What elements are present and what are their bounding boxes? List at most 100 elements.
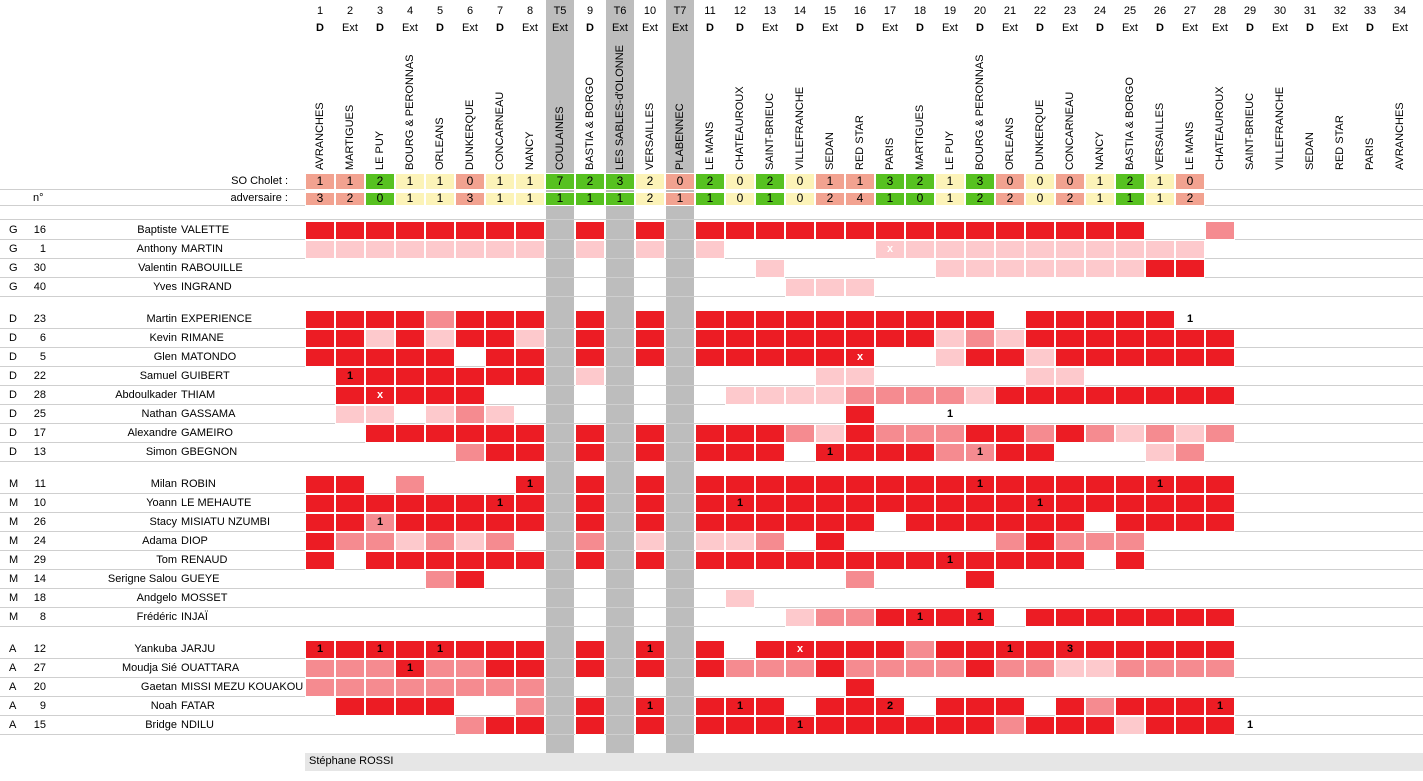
player-cell xyxy=(845,329,875,348)
player-cell xyxy=(695,659,725,678)
column-number: 12 xyxy=(733,5,747,17)
player-cell xyxy=(815,659,845,678)
score-so: 2 xyxy=(766,174,774,188)
column-opponent: PARIS xyxy=(1364,137,1376,170)
player-cell xyxy=(725,659,755,678)
player-cell xyxy=(755,697,785,716)
player-cell xyxy=(425,494,455,513)
player-cell xyxy=(815,443,845,462)
player-cell xyxy=(995,424,1025,443)
player-cell xyxy=(995,259,1025,278)
result-cell-so xyxy=(785,173,815,190)
player-cell xyxy=(515,640,545,659)
player-cell xyxy=(395,367,425,386)
column-opponent: MARTIGUES xyxy=(344,104,356,170)
player-cell xyxy=(485,424,515,443)
player-firstname: Valentin xyxy=(138,262,177,274)
player-cell xyxy=(395,240,425,259)
player-cell xyxy=(725,697,755,716)
score-so: 2 xyxy=(1126,174,1134,188)
player-cell xyxy=(695,221,725,240)
column-number: 10 xyxy=(643,5,657,17)
player-lastname: OUATTARA xyxy=(181,662,240,674)
player-cell xyxy=(1085,240,1115,259)
column-opponent: RED STAR xyxy=(1334,115,1346,170)
player-cell xyxy=(1175,259,1205,278)
player-cell xyxy=(485,551,515,570)
player-number: 16 xyxy=(33,224,46,236)
player-cell xyxy=(695,240,725,259)
player-cell xyxy=(935,424,965,443)
player-cell xyxy=(335,240,365,259)
column-number: 22 xyxy=(1033,5,1047,17)
player-cell xyxy=(365,348,395,367)
player-number: 8 xyxy=(39,611,46,623)
player-cell xyxy=(575,310,605,329)
player-cell xyxy=(725,221,755,240)
player-lastname: GAMEIRO xyxy=(181,427,233,439)
player-group: M xyxy=(9,554,19,566)
player-cell xyxy=(725,348,755,367)
column-venue: D xyxy=(316,22,324,34)
player-firstname: Adama xyxy=(142,535,177,547)
player-cell xyxy=(575,640,605,659)
player-cell xyxy=(815,329,845,348)
player-cell xyxy=(995,348,1025,367)
player-cell xyxy=(335,310,365,329)
player-cell xyxy=(725,551,755,570)
player-firstname: Samuel xyxy=(139,370,177,382)
result-cell-adv xyxy=(785,192,815,206)
player-firstname: Milan xyxy=(150,478,177,490)
player-cell xyxy=(485,640,515,659)
column-venue: D xyxy=(916,22,924,34)
player-firstname: Stacy xyxy=(149,516,177,528)
rest-column-bg xyxy=(546,0,574,753)
result-cell-so xyxy=(485,173,515,190)
player-cell xyxy=(635,329,665,348)
player-number: 17 xyxy=(33,427,46,439)
player-cell xyxy=(1025,443,1055,462)
column-number: 11 xyxy=(704,5,716,17)
player-cell xyxy=(425,221,455,240)
player-group: M xyxy=(9,592,19,604)
score-adv: 1 xyxy=(556,191,564,205)
player-cell xyxy=(815,716,845,735)
result-cell-adv xyxy=(635,192,665,206)
player-group: A xyxy=(9,681,17,693)
player-cell xyxy=(1115,386,1145,405)
goal-count: 1 xyxy=(376,643,384,655)
red-card-mark: x xyxy=(886,243,894,255)
player-cell xyxy=(1145,259,1175,278)
player-firstname: Glen xyxy=(153,351,177,363)
column-venue: Ext xyxy=(1392,22,1408,34)
player-cell xyxy=(995,551,1025,570)
player-cell xyxy=(575,659,605,678)
player-cell xyxy=(575,443,605,462)
player-firstname: Abdoulkader xyxy=(115,389,177,401)
player-cell xyxy=(1055,608,1085,627)
column-venue: D xyxy=(496,22,504,34)
player-cell xyxy=(575,348,605,367)
player-cell xyxy=(485,310,515,329)
player-cell xyxy=(515,551,545,570)
player-cell xyxy=(485,329,515,348)
player-cell xyxy=(455,494,485,513)
player-cell xyxy=(1145,716,1175,735)
player-cell xyxy=(1025,259,1055,278)
result-cell-adv xyxy=(665,192,695,206)
player-lastname: GUIBERT xyxy=(181,370,230,382)
player-cell xyxy=(575,367,605,386)
player-lastname: MISIATU NZUMBI xyxy=(181,516,271,528)
player-firstname: Tom xyxy=(156,554,177,566)
player-cell xyxy=(755,640,785,659)
player-group: D xyxy=(9,351,17,363)
result-cell-adv xyxy=(1175,192,1205,206)
result-cell-so xyxy=(545,173,575,190)
player-cell xyxy=(335,386,365,405)
player-cell xyxy=(965,659,995,678)
player-cell xyxy=(1145,348,1175,367)
player-cell xyxy=(305,221,335,240)
player-cell xyxy=(815,640,845,659)
score-so: 0 xyxy=(1036,174,1044,188)
player-group: A xyxy=(9,662,17,674)
